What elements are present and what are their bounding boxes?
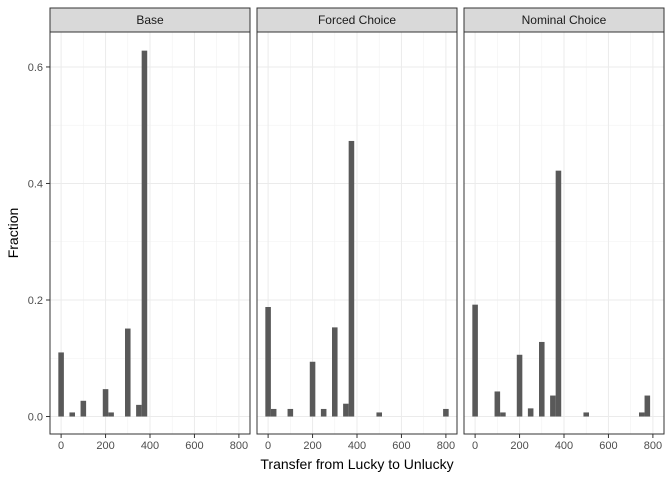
x-tick-label: 800 [230, 440, 248, 452]
histogram-bar [494, 391, 501, 417]
facet-title: Nominal Choice [522, 13, 607, 27]
histogram-bar [320, 408, 327, 417]
x-tick-label: 200 [96, 440, 114, 452]
histogram-bar [527, 408, 534, 417]
histogram-bar [644, 395, 651, 417]
histogram-bar [539, 341, 545, 417]
x-tick-label: 200 [303, 440, 321, 452]
histogram-bar [348, 140, 355, 417]
histogram-bar [516, 354, 523, 417]
facet-title: Base [136, 13, 164, 27]
histogram-bar [108, 412, 114, 417]
x-tick-label: 400 [555, 440, 573, 452]
y-tick-label: 0.0 [28, 412, 43, 424]
histogram-bar [58, 352, 64, 417]
histogram-bar [69, 412, 75, 417]
facet-strip [49, 7, 251, 33]
histogram-bar [80, 400, 87, 417]
y-tick-label: 0.6 [28, 62, 43, 74]
x-axis-title: Transfer from Lucky to Unlucky [260, 456, 453, 472]
facet-title: Forced Choice [318, 13, 396, 27]
histogram-bar [265, 306, 271, 417]
histogram-bar [141, 50, 148, 417]
histogram-bar [472, 304, 478, 417]
facet-strip [463, 7, 665, 33]
facet-strip [256, 7, 458, 33]
histogram-bar [550, 395, 556, 417]
x-tick-label: 400 [348, 440, 366, 452]
x-tick-label: 0 [58, 440, 64, 452]
y-axis-title: Fraction [5, 208, 21, 259]
histogram-bar [343, 403, 349, 417]
facet-panel-3: Nominal Choice 0 200 400 600 800 [463, 7, 665, 452]
x-tick-label: 800 [644, 440, 662, 452]
x-tick-label: 0 [265, 440, 271, 452]
x-tick-label: 600 [185, 440, 203, 452]
x-tick-label: 600 [599, 440, 617, 452]
histogram-bar [125, 328, 131, 417]
histogram-bar [287, 408, 294, 417]
facet-panel-1: Base 0 200 400 600 800 [49, 7, 251, 452]
histogram-bar [309, 361, 316, 417]
x-tick-label: 800 [437, 440, 455, 452]
y-axis: 0.0 0.2 0.4 0.6 [28, 62, 50, 424]
histogram-bar [583, 412, 589, 417]
histogram-bar [270, 408, 277, 417]
panels-layer: Base 0 200 400 600 800 Forced Choice 0 200 400 600… [49, 7, 665, 452]
histogram-bar [136, 404, 142, 417]
x-tick-label: 0 [472, 440, 478, 452]
histogram-bar [443, 408, 449, 417]
facet-panel-2: Forced Choice 0 200 400 600 800 [256, 7, 458, 452]
histogram-bar [102, 389, 109, 417]
histogram-bar [639, 412, 645, 417]
x-tick-label: 400 [141, 440, 159, 452]
histogram-bar [332, 327, 338, 417]
histogram-bar [555, 170, 562, 417]
x-tick-label: 600 [392, 440, 410, 452]
x-tick-label: 200 [510, 440, 528, 452]
histogram-bar [500, 412, 506, 417]
y-tick-label: 0.4 [28, 178, 43, 190]
y-tick-label: 0.2 [28, 295, 43, 307]
histogram-bar [376, 412, 382, 417]
